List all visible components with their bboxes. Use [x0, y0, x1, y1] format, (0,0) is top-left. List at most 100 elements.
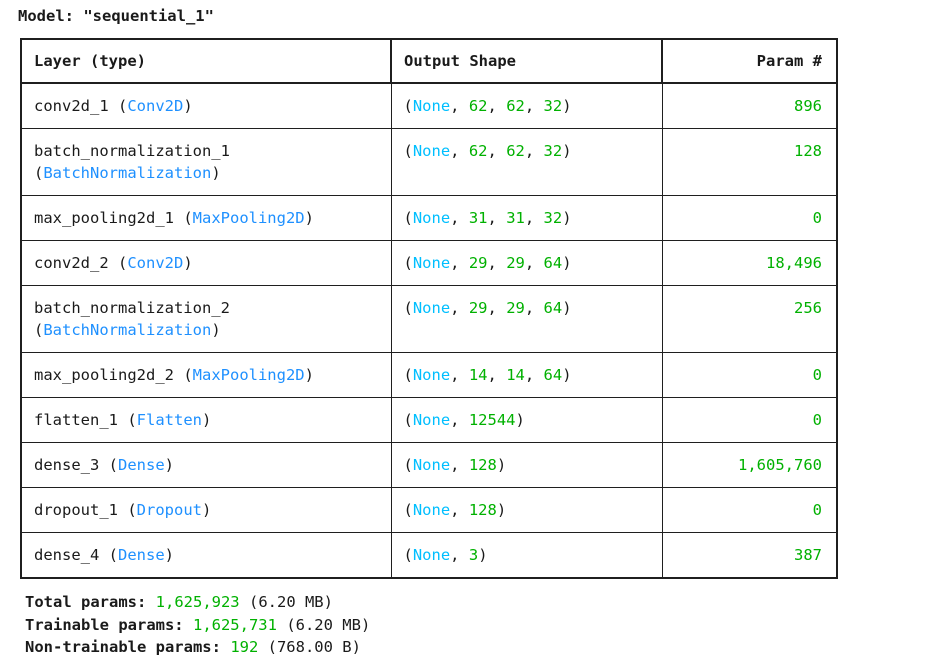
layer-name: batch_normalization_1 [34, 142, 230, 160]
layer-cell: batch_normalization_1 (BatchNormalizatio… [20, 128, 392, 196]
output-shape-cell: (None, 31, 31, 32) [390, 195, 663, 241]
total-params-value: 1,625,923 [155, 593, 240, 611]
shape-dim: 31 [468, 209, 488, 227]
param-count-cell: 0 [661, 352, 838, 398]
table-row: batch_normalization_2 (BatchNormalizatio… [20, 285, 838, 353]
shape-dim: 32 [543, 209, 563, 227]
params-footer: Total params: 1,625,923 (6.20 MB) Traina… [25, 591, 940, 659]
trainable-params-label: Trainable params: [25, 615, 193, 634]
output-shape-cell: (None, 3) [390, 532, 663, 579]
layer-cell: flatten_1 (Flatten) [20, 397, 392, 443]
param-count-cell: 0 [661, 397, 838, 443]
layer-name: conv2d_1 [34, 97, 109, 115]
param-count-cell: 896 [661, 82, 838, 129]
shape-dim: 29 [506, 299, 525, 317]
layer-cell: max_pooling2d_1 (MaxPooling2D) [20, 195, 392, 241]
output-shape-cell: (None, 62, 62, 32) [390, 128, 663, 196]
layer-name: dropout_1 [34, 501, 118, 519]
table-row: max_pooling2d_2 (MaxPooling2D) (None, 14,… [20, 352, 838, 398]
layer-class: MaxPooling2D [192, 366, 305, 384]
layer-class: Conv2D [127, 97, 184, 115]
param-count-cell: 18,496 [661, 240, 838, 286]
shape-dim: 3 [468, 546, 479, 564]
layer-name: max_pooling2d_2 [34, 366, 174, 384]
layer-class: Dense [118, 456, 165, 474]
shape-dim: 14 [468, 366, 488, 384]
layer-class: Flatten [136, 411, 202, 429]
shape-dim: None [412, 299, 451, 317]
layer-name: batch_normalization_2 [34, 299, 230, 317]
layer-class: Dense [118, 546, 165, 564]
table-row: batch_normalization_1 (BatchNormalizatio… [20, 128, 838, 196]
table-row: flatten_1 (Flatten) (None, 12544) 0 [20, 397, 838, 443]
shape-dim: 64 [543, 254, 563, 272]
layer-class: Conv2D [127, 254, 184, 272]
output-shape-cell: (None, 128) [390, 487, 663, 533]
output-shape-cell: (None, 62, 62, 32) [390, 82, 663, 129]
output-shape-cell: (None, 12544) [390, 397, 663, 443]
param-count-cell: 128 [661, 128, 838, 196]
layer-class: BatchNormalization [43, 321, 212, 339]
shape-dim: 62 [468, 97, 488, 115]
model-summary-table: Layer (type) Output Shape Param # conv2d… [20, 38, 838, 579]
layer-class: MaxPooling2D [192, 209, 305, 227]
trainable-params-line: Trainable params: 1,625,731 (6.20 MB) [25, 614, 940, 637]
layer-cell: conv2d_2 (Conv2D) [20, 240, 392, 286]
layer-cell: conv2d_1 (Conv2D) [20, 82, 392, 129]
shape-dim: 29 [468, 299, 488, 317]
total-params-line: Total params: 1,625,923 (6.20 MB) [25, 591, 940, 614]
table-row: conv2d_1 (Conv2D) (None, 62, 62, 32) 896 [20, 82, 838, 129]
shape-dim: 14 [506, 366, 525, 384]
param-count-cell: 387 [661, 532, 838, 579]
layer-name: flatten_1 [34, 411, 118, 429]
layer-class: Dropout [136, 501, 202, 519]
non-trainable-params-value: 192 [230, 638, 259, 656]
output-shape-cell: (None, 29, 29, 64) [390, 240, 663, 286]
output-shape-cell: (None, 128) [390, 442, 663, 488]
layer-name: max_pooling2d_1 [34, 209, 174, 227]
layer-name: dense_4 [34, 546, 100, 564]
layer-cell: batch_normalization_2 (BatchNormalizatio… [20, 285, 392, 353]
shape-dim: None [412, 501, 451, 519]
shape-dim: None [412, 209, 451, 227]
param-count-cell: 256 [661, 285, 838, 353]
output-shape-cell: (None, 29, 29, 64) [390, 285, 663, 353]
table-row: max_pooling2d_1 (MaxPooling2D) (None, 31,… [20, 195, 838, 241]
param-count-cell: 1,605,760 [661, 442, 838, 488]
trainable-params-value: 1,625,731 [192, 615, 277, 634]
shape-dim: 128 [468, 456, 497, 474]
table-row: dense_3 (Dense) (None, 128) 1,605,760 [20, 442, 838, 488]
layer-name: dense_3 [34, 456, 100, 474]
shape-dim: None [412, 97, 451, 115]
layer-cell: dense_4 (Dense) [20, 532, 392, 579]
layer-cell: max_pooling2d_2 (MaxPooling2D) [20, 352, 392, 398]
non-trainable-params-label: Non-trainable params: [25, 638, 231, 656]
header-param-count: Param # [661, 38, 838, 84]
total-params-size: (6.20 MB) [239, 593, 333, 611]
shape-dim: 12544 [468, 411, 516, 429]
shape-dim: 29 [468, 254, 488, 272]
shape-dim: None [412, 366, 451, 384]
table-body: conv2d_1 (Conv2D) (None, 62, 62, 32) 896 ba… [20, 82, 838, 579]
shape-dim: None [412, 456, 451, 474]
non-trainable-params-line: Non-trainable params: 192 (768.00 B) [25, 636, 940, 659]
shape-dim: 62 [468, 142, 488, 160]
layer-class: BatchNormalization [43, 164, 212, 182]
shape-dim: 29 [506, 254, 525, 272]
shape-dim: 62 [506, 97, 525, 115]
shape-dim: None [412, 142, 451, 160]
non-trainable-params-size: (768.00 B) [258, 638, 361, 656]
total-params-label: Total params: [25, 593, 156, 611]
header-layer-type: Layer (type) [20, 38, 392, 84]
output-shape-cell: (None, 14, 14, 64) [390, 352, 663, 398]
shape-dim: 32 [543, 97, 563, 115]
shape-dim: None [412, 546, 451, 564]
shape-dim: 31 [506, 209, 525, 227]
shape-dim: 62 [506, 142, 525, 160]
shape-dim: None [412, 254, 451, 272]
shape-dim: None [412, 411, 451, 429]
layer-cell: dropout_1 (Dropout) [20, 487, 392, 533]
param-count-cell: 0 [661, 487, 838, 533]
shape-dim: 64 [543, 299, 563, 317]
table-row: conv2d_2 (Conv2D) (None, 29, 29, 64) 18,49… [20, 240, 838, 286]
